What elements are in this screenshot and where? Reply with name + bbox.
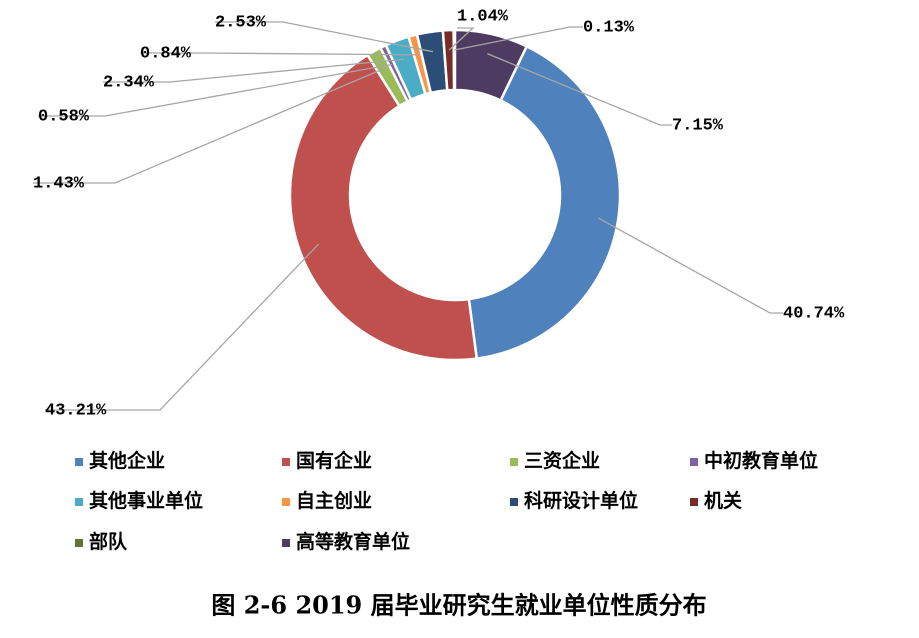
leader-line: [487, 53, 672, 126]
leader-line: [33, 68, 385, 184]
legend-label: 高等教育单位: [296, 530, 410, 553]
leader-line: [448, 27, 475, 51]
legend-label: 部队: [89, 530, 128, 553]
legend-label: 机关: [704, 489, 742, 512]
leader-line: [215, 21, 434, 53]
chart-title: 图 2-6 2019 届毕业研究生就业单位性质分布: [211, 591, 706, 620]
legend-label: 三资企业: [524, 449, 600, 472]
legend-swatch: [282, 498, 290, 506]
data-label: 2.53%: [215, 13, 267, 32]
legend-swatch: [690, 498, 698, 506]
legend-label: 其他企业: [89, 449, 165, 472]
data-label: 40.74%: [783, 304, 845, 323]
legend-swatch: [510, 498, 518, 506]
data-label: 43.21%: [45, 401, 107, 420]
legend-label: 中初教育单位: [704, 449, 818, 472]
data-labels: 40.74% 43.21% 1.43% 0.58% 2.34% 0.84% 2.53% 1.0…: [33, 7, 845, 420]
leader-line: [454, 26, 583, 51]
data-label: 7.15%: [672, 116, 724, 135]
donut-slice: [453, 28, 529, 103]
donut-slice: [288, 53, 479, 362]
data-label: 0.13%: [583, 18, 635, 37]
legend-swatch: [75, 458, 83, 466]
legend-swatch: [510, 458, 518, 466]
data-label: 0.58%: [38, 107, 90, 126]
legend-label: 自主创业: [296, 489, 372, 512]
donut: [288, 28, 622, 362]
leader-line: [38, 63, 392, 117]
legend-swatch: [282, 539, 290, 547]
legend-label: 其他事业单位: [89, 489, 203, 512]
data-label: 0.84%: [140, 44, 192, 63]
donut-slice: [467, 44, 622, 360]
data-label: 1.04%: [457, 7, 509, 26]
legend-label: 科研设计单位: [524, 489, 638, 512]
leader-line: [597, 217, 783, 314]
data-label: 2.34%: [103, 73, 155, 92]
leader-line: [140, 52, 418, 56]
legend-swatch: [75, 539, 83, 547]
legend-swatch: [75, 498, 83, 506]
leader-line: [103, 58, 405, 83]
leader-lines: [33, 21, 783, 411]
legend-swatch: [690, 458, 698, 466]
leader-line: [45, 243, 320, 411]
data-label: 1.43%: [33, 174, 85, 193]
legend-label: 国有企业: [296, 449, 372, 472]
legend-swatch: [282, 458, 290, 466]
